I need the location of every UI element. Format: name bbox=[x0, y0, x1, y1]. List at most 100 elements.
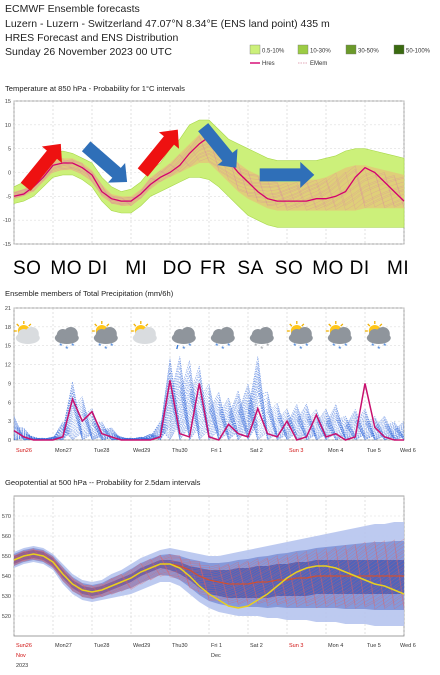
weekday-label: DO bbox=[162, 258, 193, 279]
geopotential-member-line bbox=[13, 546, 405, 608]
temperature-member-line bbox=[13, 145, 405, 210]
precip-member-line bbox=[13, 380, 405, 441]
svg-text:*: * bbox=[65, 345, 68, 354]
svg-text:*: * bbox=[344, 342, 347, 351]
x-tick-label: Sun26 bbox=[16, 448, 32, 454]
geopotential-member-line bbox=[13, 547, 405, 607]
geopotential-member-line bbox=[13, 546, 405, 606]
temperature-member-line bbox=[13, 136, 405, 209]
y-tick-label: 560 bbox=[2, 534, 11, 540]
precip-member-line bbox=[13, 376, 405, 441]
trend-arrow-down bbox=[198, 123, 238, 168]
y-tick-label: 540 bbox=[2, 574, 11, 580]
legend-swatch bbox=[393, 44, 405, 55]
x-tick-label: Wed 6 bbox=[400, 643, 416, 649]
x-tick-label: Thu30 bbox=[172, 643, 188, 649]
precip-member-line bbox=[13, 368, 405, 441]
y-tick-label: 520 bbox=[2, 614, 11, 620]
precipitation-chart-title: Ensemble members of Total Precipitation … bbox=[5, 289, 174, 298]
cloud-snow-icon: * * * bbox=[210, 327, 235, 354]
svg-text:*: * bbox=[182, 345, 185, 354]
y-tick-label: 9 bbox=[8, 381, 11, 387]
legend-label: 0.5-10% bbox=[262, 49, 285, 55]
precip-member-line bbox=[13, 366, 405, 441]
y-tick-label: -5 bbox=[6, 194, 11, 200]
trend-arrow-right bbox=[259, 161, 315, 188]
y-tick-label: 15 bbox=[5, 99, 11, 105]
temperature-member-line bbox=[13, 151, 405, 208]
precip-member-line bbox=[13, 377, 405, 441]
x-tick-label: Fri 1 bbox=[211, 643, 222, 649]
precip-member-line bbox=[13, 361, 405, 441]
svg-text:*: * bbox=[227, 342, 230, 351]
svg-text:*: * bbox=[104, 345, 107, 354]
header-location: Luzern - Luzern - Switzerland 47.07°N 8.… bbox=[5, 18, 330, 30]
svg-text:*: * bbox=[215, 342, 218, 351]
y-tick-label: 10 bbox=[5, 123, 11, 129]
legend-graphic: 0.5-10% 10-30% 30-50% 50-100% Hres EMem bbox=[249, 44, 431, 67]
geopotential-member-line bbox=[13, 549, 405, 605]
x-tick-label: Wed29 bbox=[133, 643, 150, 649]
svg-text:*: * bbox=[260, 345, 263, 354]
y-tick-label: 12 bbox=[5, 363, 11, 369]
x-tick-label: Thu30 bbox=[172, 448, 188, 454]
legend-emem-label: EMem bbox=[310, 61, 327, 67]
svg-text:*: * bbox=[377, 345, 380, 354]
precip-member-line bbox=[13, 381, 405, 441]
y-tick-label: -10 bbox=[3, 218, 11, 224]
geopotential-chart: 570 560 550 540 530 520 Sun26 Mon27 Tue28 Wed29 Th… bbox=[2, 495, 416, 669]
x-year-label: 2023 bbox=[16, 663, 28, 669]
temperature-chart: 15 10 5 0 -5 -10 -15 bbox=[3, 99, 405, 248]
temperature-chart-title: Temperature at 850 hPa - Probability for… bbox=[5, 84, 185, 93]
svg-text:*: * bbox=[71, 342, 74, 351]
header-title: ECMWF Ensemble forecasts bbox=[5, 3, 140, 15]
weekday-label: DI bbox=[87, 258, 108, 279]
x-tick-label: Sun26 bbox=[16, 643, 32, 649]
precip-member-line bbox=[13, 381, 405, 441]
weekday-label: MI bbox=[125, 258, 148, 279]
weekday-label: SO bbox=[274, 258, 304, 279]
svg-text:*: * bbox=[110, 342, 113, 351]
geopotential-member-line bbox=[13, 548, 405, 605]
precip-member-line bbox=[13, 389, 405, 441]
y-tick-label: 5 bbox=[8, 147, 11, 153]
x-tick-label: Sun 3 bbox=[289, 643, 303, 649]
precip-hres-line bbox=[13, 380, 404, 441]
x-tick-label: Sat 2 bbox=[250, 448, 263, 454]
legend-label: 10-30% bbox=[310, 49, 331, 55]
x-month-label: Nov bbox=[16, 653, 26, 659]
weekday-label: MO bbox=[50, 258, 82, 279]
geopotential-member-line bbox=[13, 549, 405, 609]
precip-member-line bbox=[13, 360, 405, 441]
legend-hres-label: Hres bbox=[262, 61, 275, 67]
x-tick-label: Tue28 bbox=[94, 448, 109, 454]
legend-label: 50-100% bbox=[406, 49, 431, 55]
geopotential-member-line bbox=[13, 539, 405, 607]
legend-swatch bbox=[345, 44, 357, 55]
x-tick-label: Tue 5 bbox=[367, 448, 381, 454]
precip-member-line bbox=[13, 372, 405, 441]
legend-swatch bbox=[297, 44, 309, 55]
x-tick-label: Wed 6 bbox=[400, 448, 416, 454]
geopotential-member-line bbox=[13, 542, 405, 607]
precip-member-line bbox=[13, 385, 405, 441]
sun-cloud-snow-icon: * * * bbox=[364, 321, 391, 354]
weekday-label: SA bbox=[237, 258, 264, 279]
x-tick-label: Wed29 bbox=[133, 448, 150, 454]
legend-swatch bbox=[249, 44, 261, 55]
x-month-label: Dec bbox=[211, 653, 221, 659]
precip-member-line bbox=[13, 375, 405, 441]
svg-text:*: * bbox=[266, 342, 269, 351]
y-tick-label: -15 bbox=[3, 242, 11, 248]
weekday-label: FR bbox=[200, 258, 227, 279]
header-date: Sunday 26 November 2023 00 UTC bbox=[5, 46, 172, 58]
weekday-label: DI bbox=[349, 258, 370, 279]
x-tick-label: Sat 2 bbox=[250, 643, 263, 649]
cloud-snow-icon: * * * bbox=[54, 327, 79, 354]
svg-text:*: * bbox=[188, 342, 191, 351]
x-tick-label: Fri 1 bbox=[211, 448, 222, 454]
y-tick-label: 570 bbox=[2, 514, 11, 520]
svg-text:*: * bbox=[293, 342, 296, 351]
sun-cloud-snow-icon: * * * bbox=[325, 321, 352, 354]
